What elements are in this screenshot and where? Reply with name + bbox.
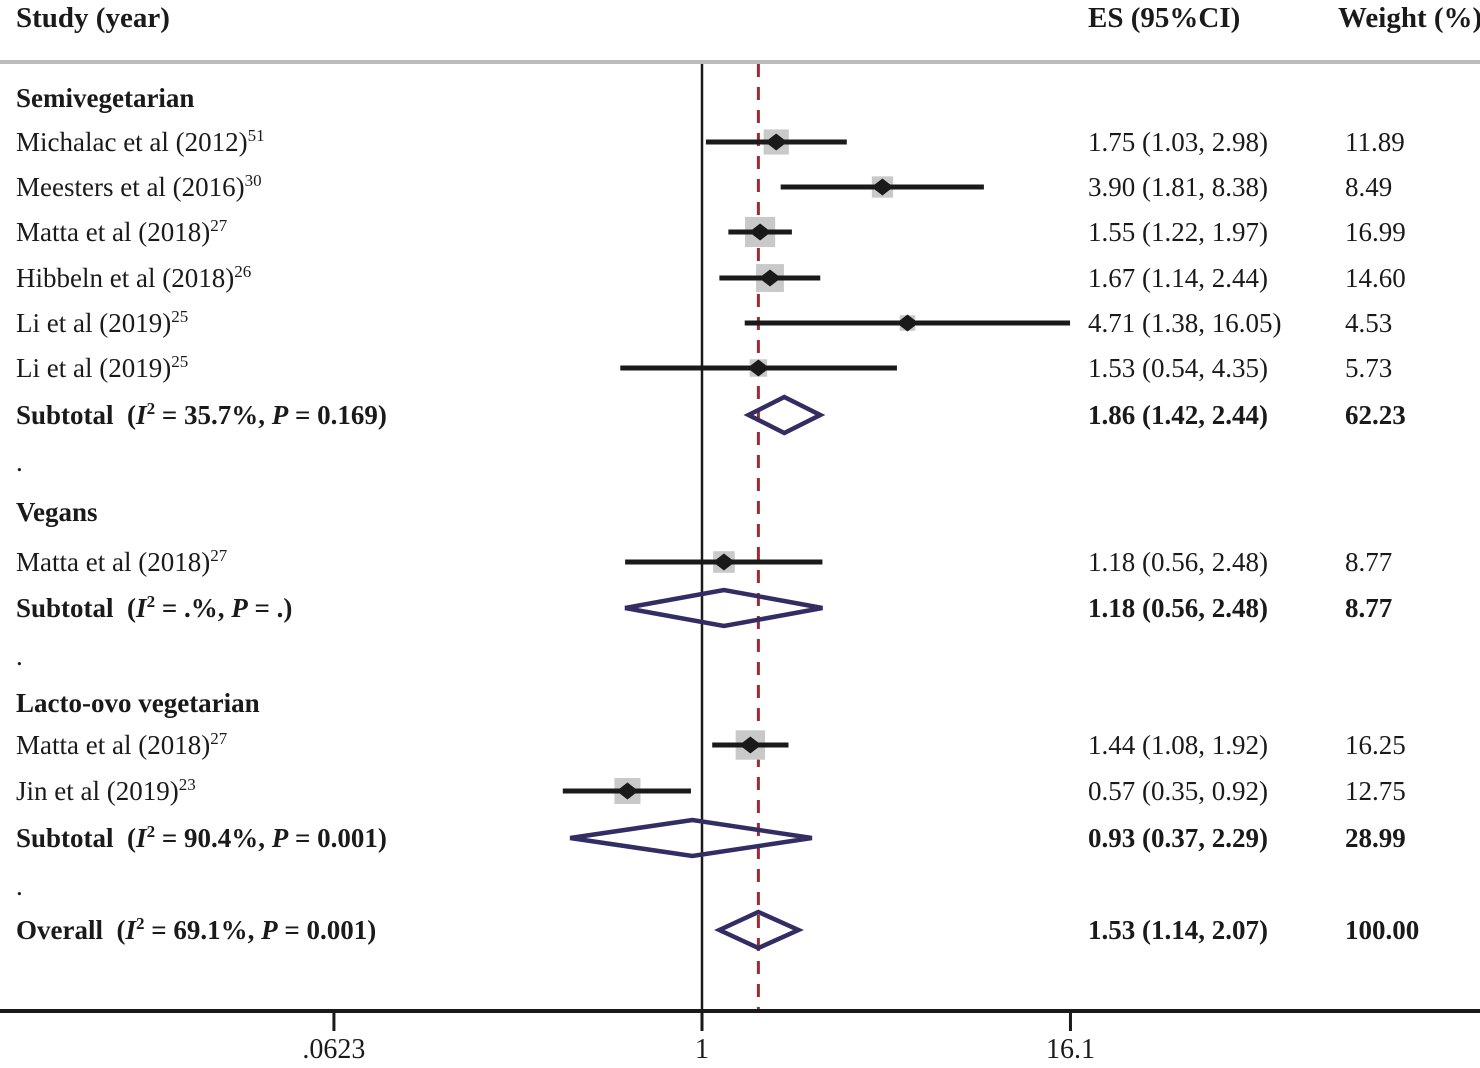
study-label: Matta et al (2018)27	[16, 546, 228, 577]
group-label: Lacto-ovo vegetarian	[16, 688, 260, 718]
dot-row: .	[16, 641, 23, 671]
weight-value: 5.73	[1345, 353, 1393, 383]
axis-tick-label: .0623	[302, 1034, 366, 1065]
es-value: 1.67 (1.14, 2.44)	[1088, 263, 1268, 293]
es-value: 1.55 (1.22, 1.97)	[1088, 217, 1268, 247]
weight-value: 16.25	[1345, 730, 1406, 760]
weight-value: 4.53	[1345, 308, 1393, 338]
weight-value: 8.49	[1345, 172, 1393, 202]
effect-marker	[765, 133, 788, 151]
effect-marker	[712, 553, 735, 571]
es-value: 1.86 (1.42, 2.44)	[1088, 400, 1268, 430]
study-label: Meesters et al (2016)30	[16, 171, 262, 202]
weight-value: 62.23	[1345, 400, 1406, 430]
effect-marker	[759, 269, 782, 287]
overall-label: Overall (I2 = 69.1%, P = 0.001)	[16, 914, 377, 945]
effect-marker	[747, 359, 770, 377]
weight-value: 14.60	[1345, 263, 1406, 293]
weight-value: 8.77	[1345, 547, 1393, 577]
group-label: Semivegetarian	[16, 83, 195, 113]
weight-value: 11.89	[1345, 127, 1405, 157]
header-divider-rule	[0, 60, 1480, 64]
weight-value: 12.75	[1345, 776, 1406, 806]
es-value: 1.53 (1.14, 2.07)	[1088, 915, 1268, 945]
es-value: 1.44 (1.08, 1.92)	[1088, 730, 1268, 760]
subtotal-diamond	[569, 817, 813, 859]
group-label: Vegans	[16, 497, 98, 527]
subtotal-label: Subtotal (I2 = .%, P = .)	[16, 592, 293, 623]
study-label: Li et al (2019)25	[16, 307, 189, 338]
subtotal-label: Subtotal (I2 = 35.7%, P = 0.169)	[16, 399, 387, 430]
effect-marker	[616, 782, 639, 800]
axis-tick-label: 16.1	[1045, 1034, 1095, 1065]
study-label: Jin et al (2019)23	[16, 775, 196, 806]
es-value: 1.18 (0.56, 2.48)	[1088, 593, 1268, 623]
effect-marker	[896, 314, 919, 332]
weight-value: 8.77	[1345, 593, 1393, 623]
subtotal-diamond	[624, 587, 823, 629]
es-value: 1.18 (0.56, 2.48)	[1088, 547, 1268, 577]
overall-diamond	[714, 909, 804, 951]
column-header-weight: Weight (%)	[1338, 2, 1480, 34]
study-label: Hibbeln et al (2018)26	[16, 262, 252, 293]
es-value: 0.93 (0.37, 2.29)	[1088, 823, 1268, 853]
effect-marker	[871, 178, 894, 196]
es-value: 0.57 (0.35, 0.92)	[1088, 776, 1268, 806]
study-label: Michalac et al (2012)51	[16, 126, 265, 157]
dot-row: .	[16, 871, 23, 901]
weight-value: 28.99	[1345, 823, 1406, 853]
subtotal-label: Subtotal (I2 = 90.4%, P = 0.001)	[16, 822, 387, 853]
dot-row: .	[16, 447, 23, 477]
column-header-study: Study (year)	[16, 2, 170, 34]
es-value: 1.75 (1.03, 2.98)	[1088, 127, 1268, 157]
es-value: 4.71 (1.38, 16.05)	[1088, 308, 1282, 338]
weight-value: 16.99	[1345, 217, 1406, 247]
study-label: Li et al (2019)25	[16, 352, 189, 383]
weight-value: 100.00	[1345, 915, 1420, 945]
study-label: Matta et al (2018)27	[16, 729, 228, 760]
column-header-es: ES (95%CI)	[1088, 2, 1241, 34]
es-value: 1.53 (0.54, 4.35)	[1088, 353, 1268, 383]
axis-tick-label: 1	[695, 1034, 709, 1065]
es-value: 3.90 (1.81, 8.38)	[1088, 172, 1268, 202]
effect-marker	[739, 736, 762, 754]
subtotal-diamond	[743, 394, 826, 436]
study-label: Matta et al (2018)27	[16, 216, 228, 247]
effect-marker	[749, 223, 772, 241]
